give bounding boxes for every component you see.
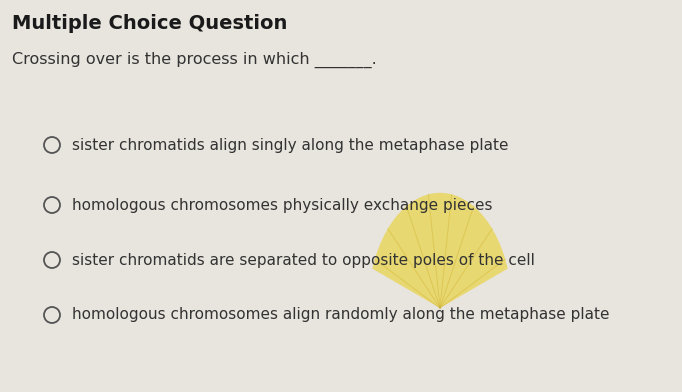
Text: Crossing over is the process in which _______.: Crossing over is the process in which __… [12,52,376,68]
Text: Multiple Choice Question: Multiple Choice Question [12,14,287,33]
Polygon shape [372,193,507,308]
Text: sister chromatids align singly along the metaphase plate: sister chromatids align singly along the… [72,138,509,152]
Text: homologous chromosomes align randomly along the metaphase plate: homologous chromosomes align randomly al… [72,307,610,323]
Text: homologous chromosomes physically exchange pieces: homologous chromosomes physically exchan… [72,198,492,212]
Text: sister chromatids are separated to opposite poles of the cell: sister chromatids are separated to oppos… [72,252,535,267]
